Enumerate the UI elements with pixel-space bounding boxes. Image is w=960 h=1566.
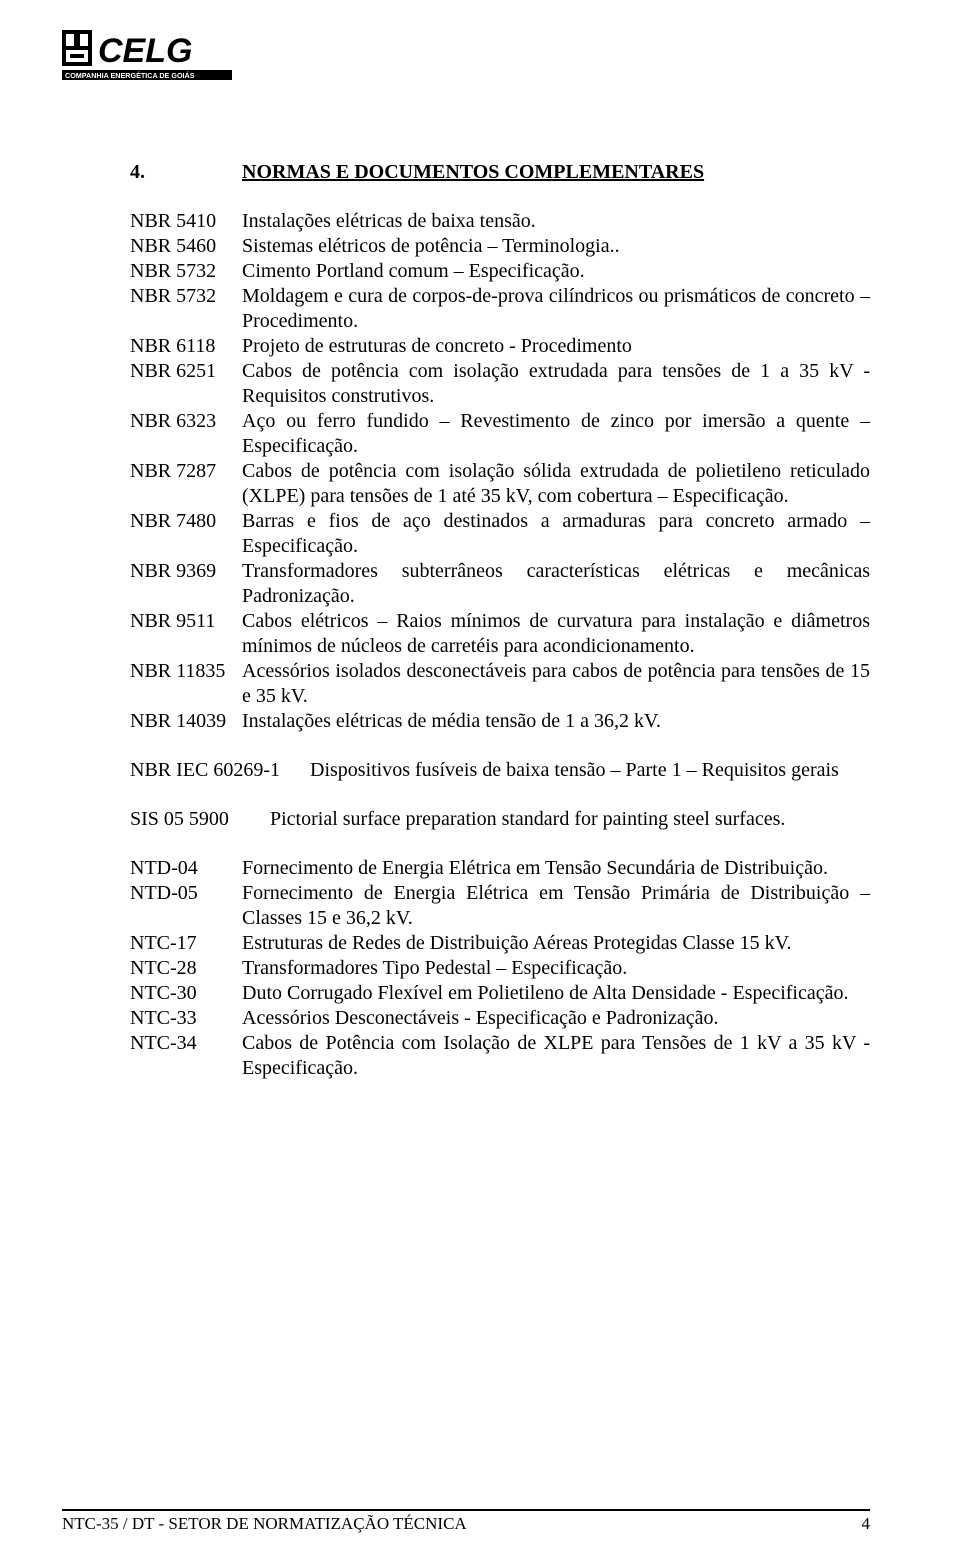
norm-code: NBR 9369 xyxy=(130,559,242,584)
norm-description: Instalações elétricas de média tensão de… xyxy=(242,709,870,734)
logo-text: CELG xyxy=(98,32,192,70)
norm-description: Barras e fios de aço destinados a armadu… xyxy=(242,509,870,559)
norm-row: NTC-17 Estruturas de Redes de Distribuiç… xyxy=(130,931,870,956)
norm-code: NBR 7287 xyxy=(130,459,242,484)
norm-description: Moldagem e cura de corpos-de-prova cilín… xyxy=(242,284,870,334)
nt-norm-list: NTD-04 Fornecimento de Energia Elétrica … xyxy=(130,856,870,1081)
document-page: CELG COMPANHIA ENERGÉTICA DE GOIÁS 4. NO… xyxy=(0,0,960,1566)
norm-row: NTC-34 Cabos de Potência com Isolação de… xyxy=(130,1031,870,1081)
sis-description: Pictorial surface preparation standard f… xyxy=(270,807,870,832)
norm-row: NBR 5732 Moldagem e cura de corpos-de-pr… xyxy=(130,284,870,334)
norm-code: NTD-05 xyxy=(130,881,242,906)
norm-code: NBR 11835 xyxy=(130,659,242,684)
norm-code: NBR 9511 xyxy=(130,609,242,634)
norm-code: NTC-33 xyxy=(130,1006,242,1031)
norm-code: NBR 6323 xyxy=(130,409,242,434)
norm-row: NBR 5410 Instalações elétricas de baixa … xyxy=(130,209,870,234)
iec-code: NBR IEC 60269-1 xyxy=(130,758,310,783)
section-title: NORMAS E DOCUMENTOS COMPLEMENTARES xyxy=(242,160,704,185)
norm-row: NTC-33 Acessórios Desconectáveis - Espec… xyxy=(130,1006,870,1031)
norm-row: NBR 5732 Cimento Portland comum – Especi… xyxy=(130,259,870,284)
logo-tagline: COMPANHIA ENERGÉTICA DE GOIÁS xyxy=(65,71,195,80)
norm-code: NBR 5732 xyxy=(130,259,242,284)
norm-row: NTD-05 Fornecimento de Energia Elétrica … xyxy=(130,881,870,931)
norm-code: NTC-30 xyxy=(130,981,242,1006)
norm-code: NBR 5460 xyxy=(130,234,242,259)
norm-description: Acessórios isolados desconectáveis para … xyxy=(242,659,870,709)
norm-description: Estruturas de Redes de Distribuição Aére… xyxy=(242,931,870,956)
norm-description: Projeto de estruturas de concreto - Proc… xyxy=(242,334,870,359)
footer-rule xyxy=(62,1509,870,1511)
norm-code: NBR 5732 xyxy=(130,284,242,309)
norm-row: NBR 7480 Barras e fios de aço destinados… xyxy=(130,509,870,559)
page-footer: NTC-35 / DT - SETOR DE NORMATIZAÇÃO TÉCN… xyxy=(62,1509,870,1534)
norm-description: Acessórios Desconectáveis - Especificaçã… xyxy=(242,1006,870,1031)
norm-code: NBR 14039 xyxy=(130,709,242,734)
company-logo: CELG COMPANHIA ENERGÉTICA DE GOIÁS xyxy=(62,28,232,86)
norm-code: NBR 5410 xyxy=(130,209,242,234)
norm-description: Cimento Portland comum – Especificação. xyxy=(242,259,870,284)
norm-description: Instalações elétricas de baixa tensão. xyxy=(242,209,870,234)
norm-row: NTC-28 Transformadores Tipo Pedestal – E… xyxy=(130,956,870,981)
norm-description: Cabos de potência com isolação sólida ex… xyxy=(242,459,870,509)
norm-description: Transformadores subterrâneos característ… xyxy=(242,559,870,609)
norm-code: NBR 7480 xyxy=(130,509,242,534)
norm-row: NBR 6323 Aço ou ferro fundido – Revestim… xyxy=(130,409,870,459)
norm-description: Aço ou ferro fundido – Revestimento de z… xyxy=(242,409,870,459)
norm-row: NBR 6118 Projeto de estruturas de concre… xyxy=(130,334,870,359)
norm-row: NTC-30 Duto Corrugado Flexível em Poliet… xyxy=(130,981,870,1006)
norm-description: Sistemas elétricos de potência – Termino… xyxy=(242,234,870,259)
page-number: 4 xyxy=(862,1513,871,1534)
norm-row: NBR 11835 Acessórios isolados desconectá… xyxy=(130,659,870,709)
norm-description: Cabos elétricos – Raios mínimos de curva… xyxy=(242,609,870,659)
norm-row: NBR 5460 Sistemas elétricos de potência … xyxy=(130,234,870,259)
iec-description: Dispositivos fusíveis de baixa tensão – … xyxy=(310,758,870,783)
norm-row: NBR 6251 Cabos de potência com isolação … xyxy=(130,359,870,409)
norm-row: NTD-04 Fornecimento de Energia Elétrica … xyxy=(130,856,870,881)
norm-description: Fornecimento de Energia Elétrica em Tens… xyxy=(242,856,870,881)
section-heading-row: 4. NORMAS E DOCUMENTOS COMPLEMENTARES xyxy=(130,160,870,185)
norm-description: Transformadores Tipo Pedestal – Especifi… xyxy=(242,956,870,981)
norm-row: NBR 14039 Instalações elétricas de média… xyxy=(130,709,870,734)
norm-description: Cabos de Potência com Isolação de XLPE p… xyxy=(242,1031,870,1081)
norm-row: NBR 9369 Transformadores subterrâneos ca… xyxy=(130,559,870,609)
sis-code: SIS 05 5900 xyxy=(130,807,270,832)
norm-row: NBR 7287 Cabos de potência com isolação … xyxy=(130,459,870,509)
norm-description: Fornecimento de Energia Elétrica em Tens… xyxy=(242,881,870,931)
norm-code: NBR 6118 xyxy=(130,334,242,359)
norm-code: NTC-34 xyxy=(130,1031,242,1056)
norm-description: Duto Corrugado Flexível em Polietileno d… xyxy=(242,981,870,1006)
norm-code: NTC-28 xyxy=(130,956,242,981)
celg-logo-svg: CELG COMPANHIA ENERGÉTICA DE GOIÁS xyxy=(62,28,232,86)
norm-code: NTC-17 xyxy=(130,931,242,956)
sis-row: SIS 05 5900 Pictorial surface preparatio… xyxy=(130,807,870,832)
nbr-norm-list: NBR 5410 Instalações elétricas de baixa … xyxy=(130,209,870,734)
footer-left-text: NTC-35 / DT - SETOR DE NORMATIZAÇÃO TÉCN… xyxy=(62,1513,467,1534)
iec-row: NBR IEC 60269-1 Dispositivos fusíveis de… xyxy=(130,758,870,783)
norm-code: NTD-04 xyxy=(130,856,242,881)
norm-code: NBR 6251 xyxy=(130,359,242,384)
norm-row: NBR 9511 Cabos elétricos – Raios mínimos… xyxy=(130,609,870,659)
section-number: 4. xyxy=(130,160,242,185)
footer-line: NTC-35 / DT - SETOR DE NORMATIZAÇÃO TÉCN… xyxy=(62,1513,870,1534)
norm-description: Cabos de potência com isolação extrudada… xyxy=(242,359,870,409)
